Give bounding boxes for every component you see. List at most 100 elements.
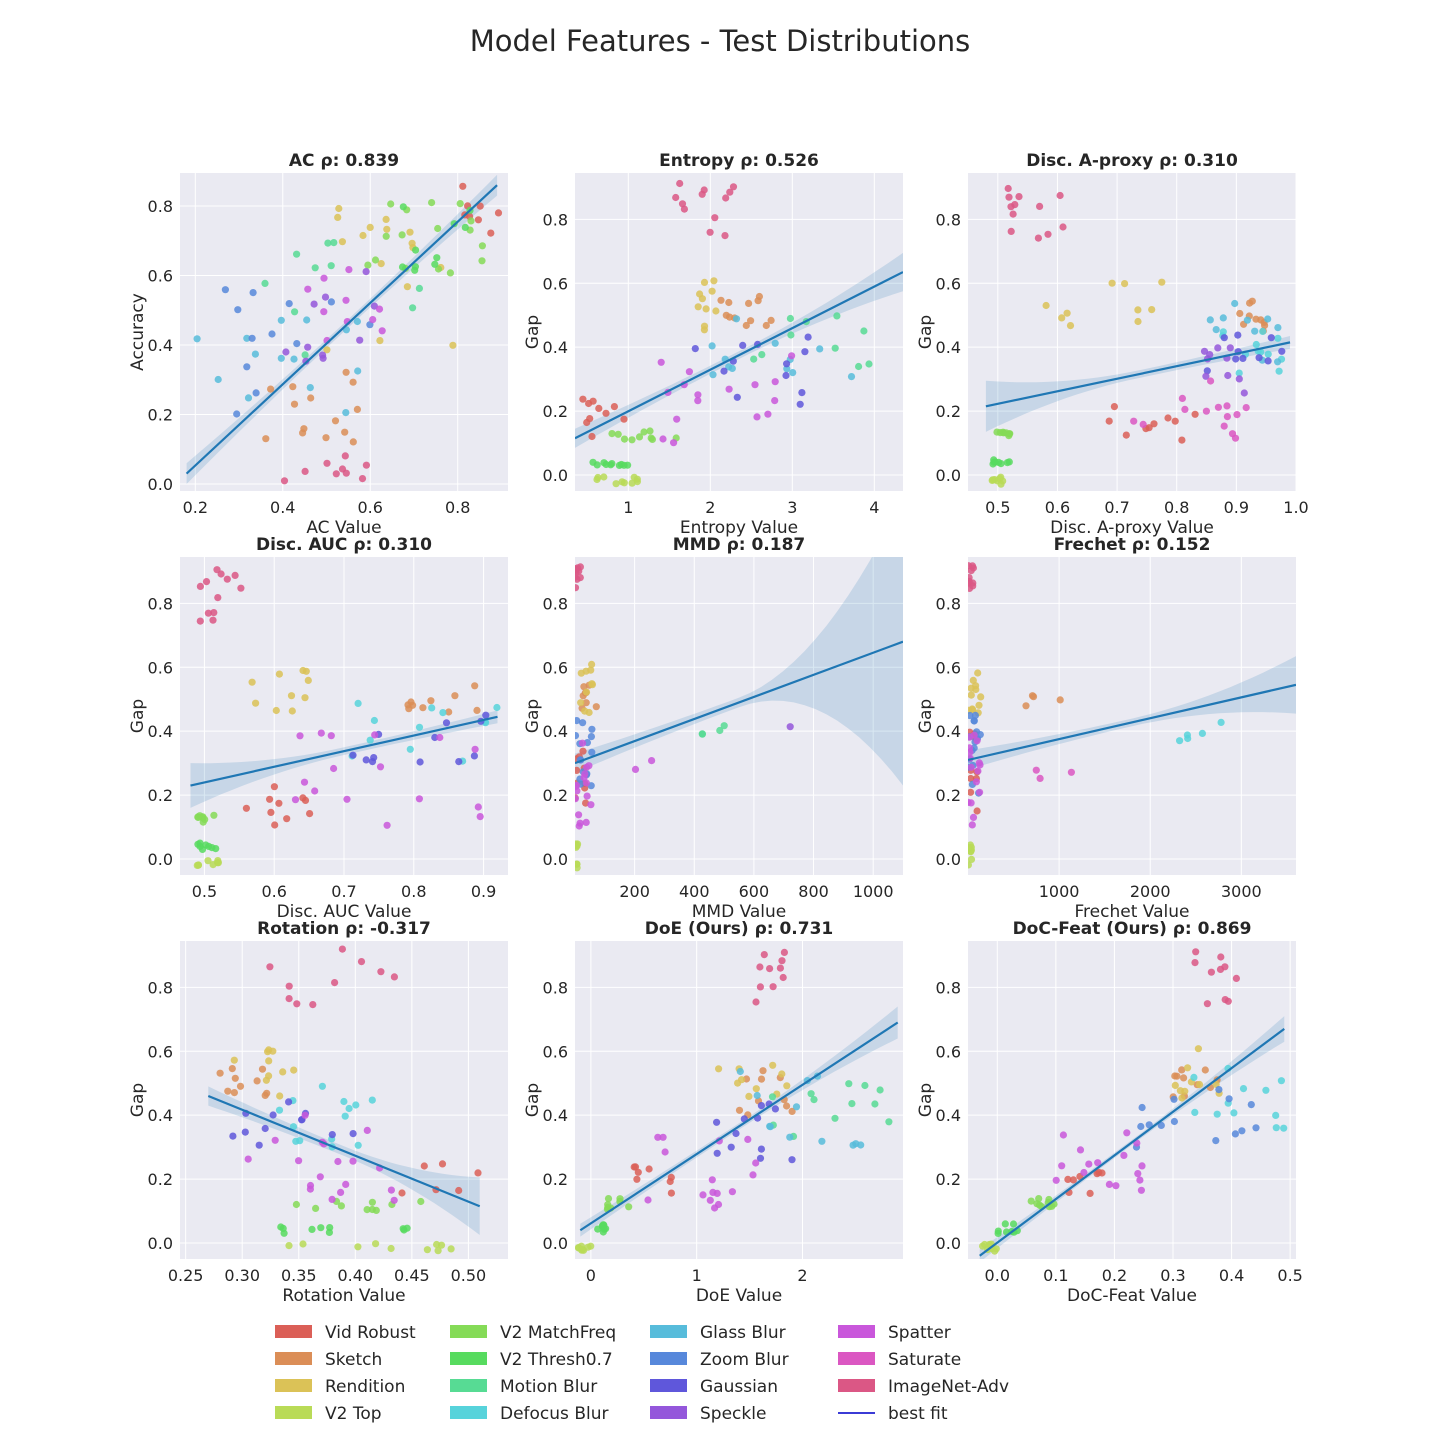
data-point — [1217, 718, 1225, 727]
legend-label: Gaussian — [700, 1377, 778, 1397]
data-point — [244, 394, 253, 402]
data-point — [849, 1141, 857, 1149]
y-axis-label: Gap — [128, 1083, 148, 1117]
data-point — [708, 1176, 716, 1184]
data-point — [602, 409, 610, 417]
data-point — [289, 383, 297, 391]
data-point — [654, 1133, 662, 1141]
data-point — [321, 293, 330, 301]
data-point — [744, 1135, 752, 1143]
data-point — [1207, 377, 1215, 385]
data-point — [417, 1197, 425, 1206]
data-point — [974, 669, 982, 677]
data-point — [358, 475, 367, 483]
data-point — [810, 1096, 818, 1104]
data-point — [1170, 1117, 1178, 1126]
data-point — [1157, 1121, 1165, 1129]
plot-content — [968, 562, 1296, 869]
plot-content — [985, 184, 1291, 488]
y-tick-label: 0.2 — [936, 402, 961, 421]
data-point — [696, 290, 704, 298]
data-point — [667, 1189, 676, 1197]
data-point — [1052, 1176, 1060, 1184]
data-point — [362, 268, 370, 276]
data-point — [204, 609, 212, 617]
data-point — [382, 215, 390, 223]
data-point — [1212, 1137, 1220, 1145]
data-point — [1058, 1162, 1066, 1170]
data-point — [631, 765, 640, 774]
data-point — [332, 470, 340, 478]
y-tick-label: 0.4 — [543, 338, 568, 357]
data-point — [376, 763, 385, 771]
data-point — [231, 1074, 239, 1082]
data-point — [338, 238, 346, 246]
legend-item: Glass Blur — [650, 1323, 786, 1343]
data-point — [971, 711, 980, 720]
data-point — [575, 573, 579, 581]
data-point — [579, 395, 587, 403]
subplot-title-rho: ρ: 0.731 — [755, 919, 834, 939]
y-tick-label: 0.0 — [543, 466, 568, 485]
data-point — [399, 203, 407, 211]
data-point — [277, 316, 285, 324]
data-point — [335, 204, 343, 213]
data-point — [1191, 959, 1199, 967]
data-point — [343, 795, 351, 803]
data-point — [757, 1102, 766, 1110]
data-point — [752, 1159, 760, 1167]
y-tick-label: 0.0 — [148, 475, 173, 494]
data-point — [753, 1091, 761, 1100]
data-point — [398, 231, 406, 239]
data-point — [667, 1173, 675, 1181]
legend-swatch — [650, 1406, 687, 1419]
data-point — [732, 315, 741, 323]
data-point — [713, 1149, 721, 1157]
data-point — [338, 945, 346, 953]
plot-area — [575, 557, 903, 875]
data-point — [287, 692, 296, 700]
data-point — [1248, 297, 1256, 305]
subplot-title-rho: ρ: 0.526 — [740, 151, 819, 171]
x-tick-label: 0.4 — [270, 498, 295, 517]
data-point — [876, 1086, 884, 1094]
data-point — [243, 363, 251, 371]
data-point — [293, 340, 301, 348]
data-point — [768, 1093, 777, 1101]
data-point — [1262, 1086, 1270, 1094]
data-point — [371, 731, 379, 739]
data-point — [433, 1240, 441, 1249]
data-point — [216, 1069, 224, 1077]
data-point — [1280, 1124, 1288, 1132]
data-point — [375, 305, 384, 313]
data-point — [631, 1163, 640, 1171]
y-tick-label: 0.6 — [148, 1042, 173, 1061]
data-point — [860, 327, 868, 335]
data-point — [210, 811, 218, 819]
confidence-band — [985, 336, 1290, 432]
data-point — [871, 1100, 879, 1108]
legend-label: Saturate — [888, 1350, 961, 1370]
legend-item-best-fit: best fit — [838, 1404, 948, 1424]
x-tick-label: 2 — [705, 498, 715, 517]
data-point — [788, 1156, 796, 1164]
y-tick-label: 0.2 — [543, 1170, 568, 1189]
data-point — [575, 795, 579, 803]
data-point — [745, 1092, 753, 1100]
data-point — [193, 335, 201, 343]
subplot-title-rho: ρ: 0.310 — [353, 535, 432, 555]
data-point — [311, 787, 319, 795]
subplot-title-name: Frechet — [1054, 535, 1132, 555]
data-point — [575, 842, 581, 850]
data-point — [644, 1196, 652, 1204]
data-point — [968, 861, 972, 869]
data-point — [293, 1000, 301, 1008]
legend-swatch — [650, 1379, 687, 1392]
data-point — [1032, 766, 1040, 774]
x-tick-label: 0.8 — [401, 882, 426, 901]
data-point — [608, 460, 616, 468]
subplot-title-name: Disc. A-proxy — [1026, 151, 1159, 171]
data-point — [582, 779, 591, 787]
data-point — [299, 666, 307, 675]
data-point — [383, 225, 391, 233]
